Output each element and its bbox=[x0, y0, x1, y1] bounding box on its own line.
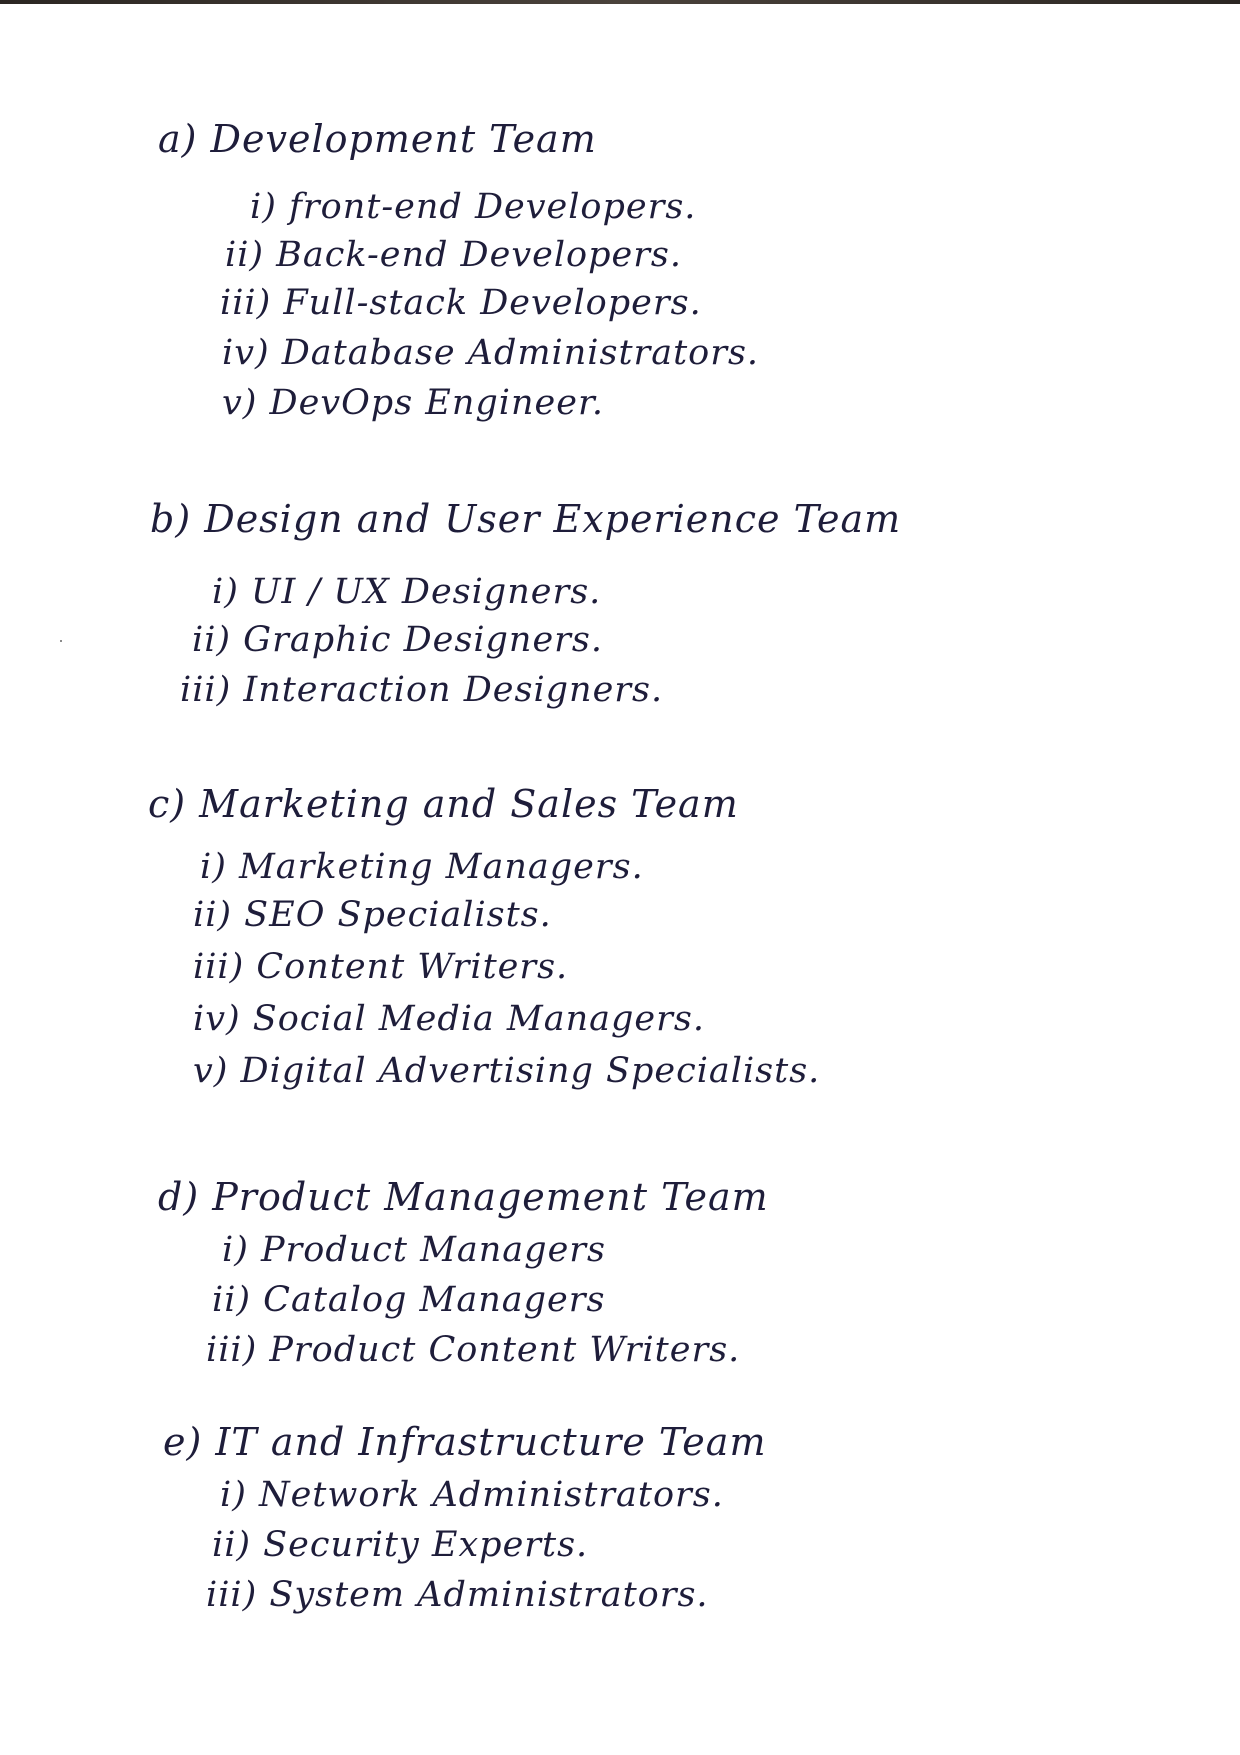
list-item: ii) Catalog Managers bbox=[212, 1280, 606, 1320]
list-item: iv) Social Media Managers. bbox=[193, 999, 705, 1039]
section-heading-marketing: c) Marketing and Sales Team bbox=[148, 782, 739, 826]
paper-speck bbox=[60, 640, 62, 642]
list-item: iii) System Administrators. bbox=[206, 1575, 709, 1615]
list-item: iii) Interaction Designers. bbox=[180, 670, 664, 710]
list-item: iii) Content Writers. bbox=[193, 947, 569, 987]
list-item: i) Product Managers bbox=[222, 1230, 606, 1270]
list-item: v) Digital Advertising Specialists. bbox=[193, 1051, 821, 1091]
list-item: ii) Graphic Designers. bbox=[192, 620, 603, 660]
list-item: i) front-end Developers. bbox=[250, 187, 697, 227]
section-heading-development: a) Development Team bbox=[158, 117, 597, 161]
list-item: iv) Database Administrators. bbox=[222, 333, 760, 373]
list-item: iii) Full-stack Developers. bbox=[220, 283, 702, 323]
list-item: i) Network Administrators. bbox=[220, 1475, 724, 1515]
section-heading-design: b) Design and User Experience Team bbox=[150, 497, 902, 541]
section-heading-it: e) IT and Infrastructure Team bbox=[163, 1420, 767, 1464]
list-item: ii) Security Experts. bbox=[212, 1525, 589, 1565]
list-item: ii) SEO Specialists. bbox=[193, 895, 552, 935]
page-top-edge bbox=[0, 0, 1240, 4]
section-heading-product: d) Product Management Team bbox=[158, 1175, 769, 1219]
list-item: ii) Back-end Developers. bbox=[225, 235, 683, 275]
list-item: i) Marketing Managers. bbox=[200, 847, 644, 887]
list-item: iii) Product Content Writers. bbox=[206, 1330, 741, 1370]
list-item: v) DevOps Engineer. bbox=[222, 383, 604, 423]
list-item: i) UI / UX Designers. bbox=[212, 572, 602, 612]
